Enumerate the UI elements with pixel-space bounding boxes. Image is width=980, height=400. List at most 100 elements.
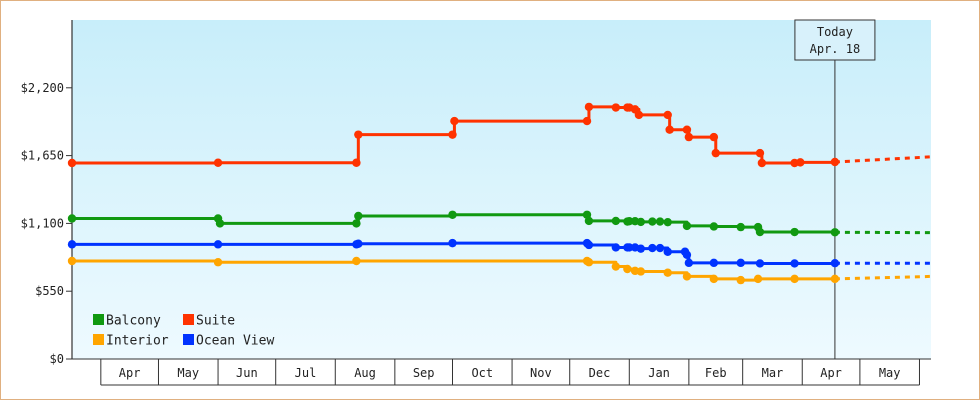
data-point[interactable] [611, 262, 621, 271]
today-label: Today [817, 25, 853, 39]
data-point[interactable] [736, 222, 745, 232]
data-point[interactable] [215, 219, 225, 228]
data-point[interactable] [665, 125, 674, 134]
data-point[interactable] [634, 110, 644, 120]
data-point[interactable] [682, 221, 692, 231]
data-point[interactable] [611, 243, 621, 252]
data-point[interactable] [655, 217, 665, 226]
month-label: Dec [589, 366, 611, 380]
y-tick-label: $550 [35, 284, 64, 298]
data-point[interactable] [709, 132, 719, 142]
data-point[interactable] [67, 240, 77, 249]
data-point[interactable] [709, 222, 719, 231]
data-point[interactable] [755, 227, 765, 237]
data-point[interactable] [753, 274, 763, 284]
data-point[interactable] [352, 158, 361, 167]
plot-background [72, 20, 931, 359]
month-label: Nov [530, 366, 552, 380]
legend-label: Ocean View [196, 334, 274, 349]
data-point[interactable] [67, 158, 77, 168]
data-point[interactable] [584, 258, 594, 267]
data-point[interactable] [655, 243, 665, 253]
y-tick-label: $2,200 [21, 81, 64, 95]
month-label: Jul [295, 366, 317, 380]
data-point[interactable] [755, 148, 765, 158]
data-point[interactable] [709, 258, 719, 268]
data-point[interactable] [796, 158, 805, 167]
legend-label: Suite [196, 314, 235, 329]
data-point[interactable] [648, 217, 657, 226]
data-point[interactable] [736, 275, 745, 285]
data-point[interactable] [663, 110, 672, 120]
data-point[interactable] [584, 102, 594, 112]
data-point[interactable] [582, 116, 592, 126]
data-point[interactable] [352, 219, 361, 228]
month-label: Sep [413, 366, 435, 380]
legend-swatch [93, 334, 104, 345]
month-label: Jun [236, 366, 258, 380]
data-point[interactable] [830, 157, 840, 167]
data-point[interactable] [648, 243, 657, 253]
data-point[interactable] [352, 256, 361, 266]
data-point[interactable] [711, 148, 720, 158]
month-label: Feb [705, 366, 727, 380]
data-point[interactable] [790, 274, 799, 284]
data-point[interactable] [625, 216, 634, 226]
data-point[interactable] [682, 125, 692, 134]
data-point[interactable] [684, 258, 694, 268]
data-point[interactable] [790, 227, 799, 237]
month-label: Oct [471, 366, 493, 380]
y-tick-label: $0 [50, 352, 64, 366]
data-point[interactable] [790, 259, 799, 268]
month-label: Jan [648, 366, 670, 380]
data-point[interactable] [67, 214, 77, 223]
month-label: Aug [354, 366, 376, 380]
today-date-label: Apr. 18 [810, 42, 861, 56]
data-point[interactable] [636, 244, 646, 253]
data-point[interactable] [354, 130, 363, 139]
data-point[interactable] [757, 158, 767, 168]
data-point[interactable] [625, 243, 634, 252]
legend-label: Interior [106, 334, 169, 349]
data-point[interactable] [448, 238, 457, 248]
legend-swatch [183, 314, 194, 325]
month-label: Apr [119, 366, 141, 380]
month-label: Mar [762, 366, 784, 380]
data-point[interactable] [636, 217, 646, 227]
data-point[interactable] [636, 267, 646, 276]
data-point[interactable] [830, 274, 840, 284]
data-point[interactable] [663, 268, 672, 277]
data-point[interactable] [213, 158, 223, 167]
y-tick-label: $1,650 [21, 149, 64, 163]
data-point[interactable] [450, 116, 459, 126]
series-projection [834, 274, 932, 281]
data-point[interactable] [709, 274, 719, 284]
data-point[interactable] [682, 250, 692, 260]
today-box [794, 19, 876, 61]
data-point[interactable] [213, 240, 223, 249]
month-label: May [177, 366, 199, 380]
data-point[interactable] [448, 130, 457, 139]
y-tick-label: $1,100 [21, 216, 64, 230]
data-point[interactable] [448, 210, 457, 219]
series-projection [834, 155, 932, 164]
data-point[interactable] [663, 247, 672, 256]
data-point[interactable] [354, 239, 363, 248]
data-point[interactable] [684, 132, 694, 142]
data-point[interactable] [611, 216, 621, 226]
data-point[interactable] [584, 240, 594, 250]
data-point[interactable] [67, 256, 77, 266]
data-point[interactable] [830, 259, 840, 268]
data-point[interactable] [213, 258, 223, 267]
data-point[interactable] [755, 259, 765, 268]
month-label: May [879, 366, 901, 380]
data-point[interactable] [611, 103, 621, 112]
data-point[interactable] [584, 216, 594, 226]
data-point[interactable] [663, 217, 672, 227]
data-point[interactable] [736, 258, 745, 268]
data-point[interactable] [830, 228, 840, 237]
data-point[interactable] [682, 272, 692, 281]
data-point[interactable] [354, 211, 363, 221]
data-point[interactable] [623, 264, 632, 274]
